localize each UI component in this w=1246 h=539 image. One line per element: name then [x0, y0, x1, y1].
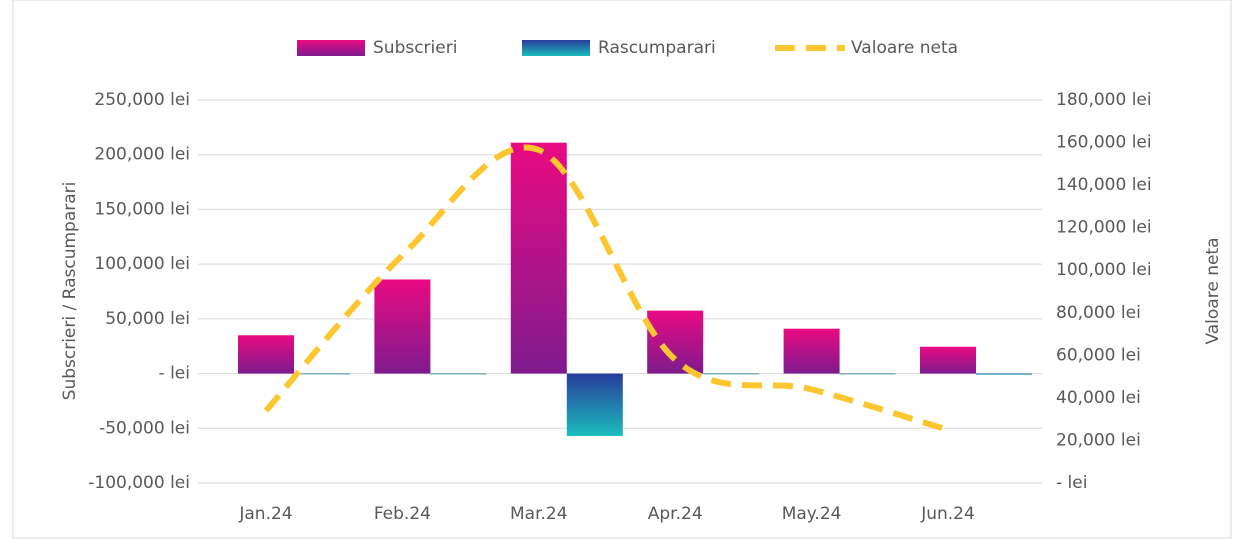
bar	[976, 373, 1032, 375]
y-tick-label: 250,000 lei	[94, 90, 190, 110]
x-tick-label: Jun.24	[920, 504, 975, 524]
bar	[430, 373, 487, 375]
bar	[566, 373, 623, 436]
y2-tick-label: 40,000 lei	[1056, 388, 1141, 408]
bar	[647, 310, 704, 374]
bar	[920, 346, 976, 374]
y-axis-title: Subscrieri / Rascumparari	[60, 182, 80, 401]
y-tick-label: -50,000 lei	[99, 418, 190, 438]
y-tick-label: 200,000 lei	[94, 145, 190, 165]
bar	[839, 373, 896, 375]
x-tick-label: May.24	[782, 504, 842, 524]
y-tick-label: 50,000 lei	[105, 309, 190, 329]
legend-swatch	[297, 40, 365, 56]
y2-tick-label: 100,000 lei	[1056, 260, 1152, 280]
x-tick-label: Jan.24	[238, 504, 292, 524]
bar	[703, 373, 760, 375]
bar	[238, 335, 294, 374]
bar	[374, 279, 431, 374]
bar	[294, 373, 350, 375]
legend-label: Valoare neta	[851, 38, 958, 58]
y2-tick-label: 60,000 lei	[1056, 345, 1141, 365]
y2-tick-label: 160,000 lei	[1056, 133, 1152, 153]
line	[263, 144, 949, 433]
y2-tick-label: 20,000 lei	[1056, 430, 1141, 450]
y2-axis-title: Valoare neta	[1203, 237, 1223, 344]
y2-tick-label: 180,000 lei	[1056, 90, 1152, 110]
y-tick-label: 100,000 lei	[94, 254, 190, 274]
x-tick-label: Apr.24	[648, 504, 703, 524]
bar	[510, 142, 567, 374]
legend-swatch	[522, 40, 590, 56]
y2-tick-label: 80,000 lei	[1056, 303, 1141, 323]
y-tick-label: -100,000 lei	[88, 473, 190, 493]
y-tick-label: 150,000 lei	[94, 199, 190, 219]
x-tick-label: Mar.24	[510, 504, 568, 524]
y2-tick-label: - lei	[1056, 473, 1087, 493]
x-tick-label: Feb.24	[374, 504, 431, 524]
chart-frame	[12, 0, 1232, 539]
y2-tick-label: 120,000 lei	[1056, 218, 1152, 238]
y2-tick-label: 140,000 lei	[1056, 175, 1152, 195]
y-tick-label: - lei	[159, 364, 190, 384]
bar	[783, 328, 840, 374]
legend-label: Subscrieri	[373, 38, 457, 58]
legend-label: Rascumparari	[598, 38, 716, 58]
